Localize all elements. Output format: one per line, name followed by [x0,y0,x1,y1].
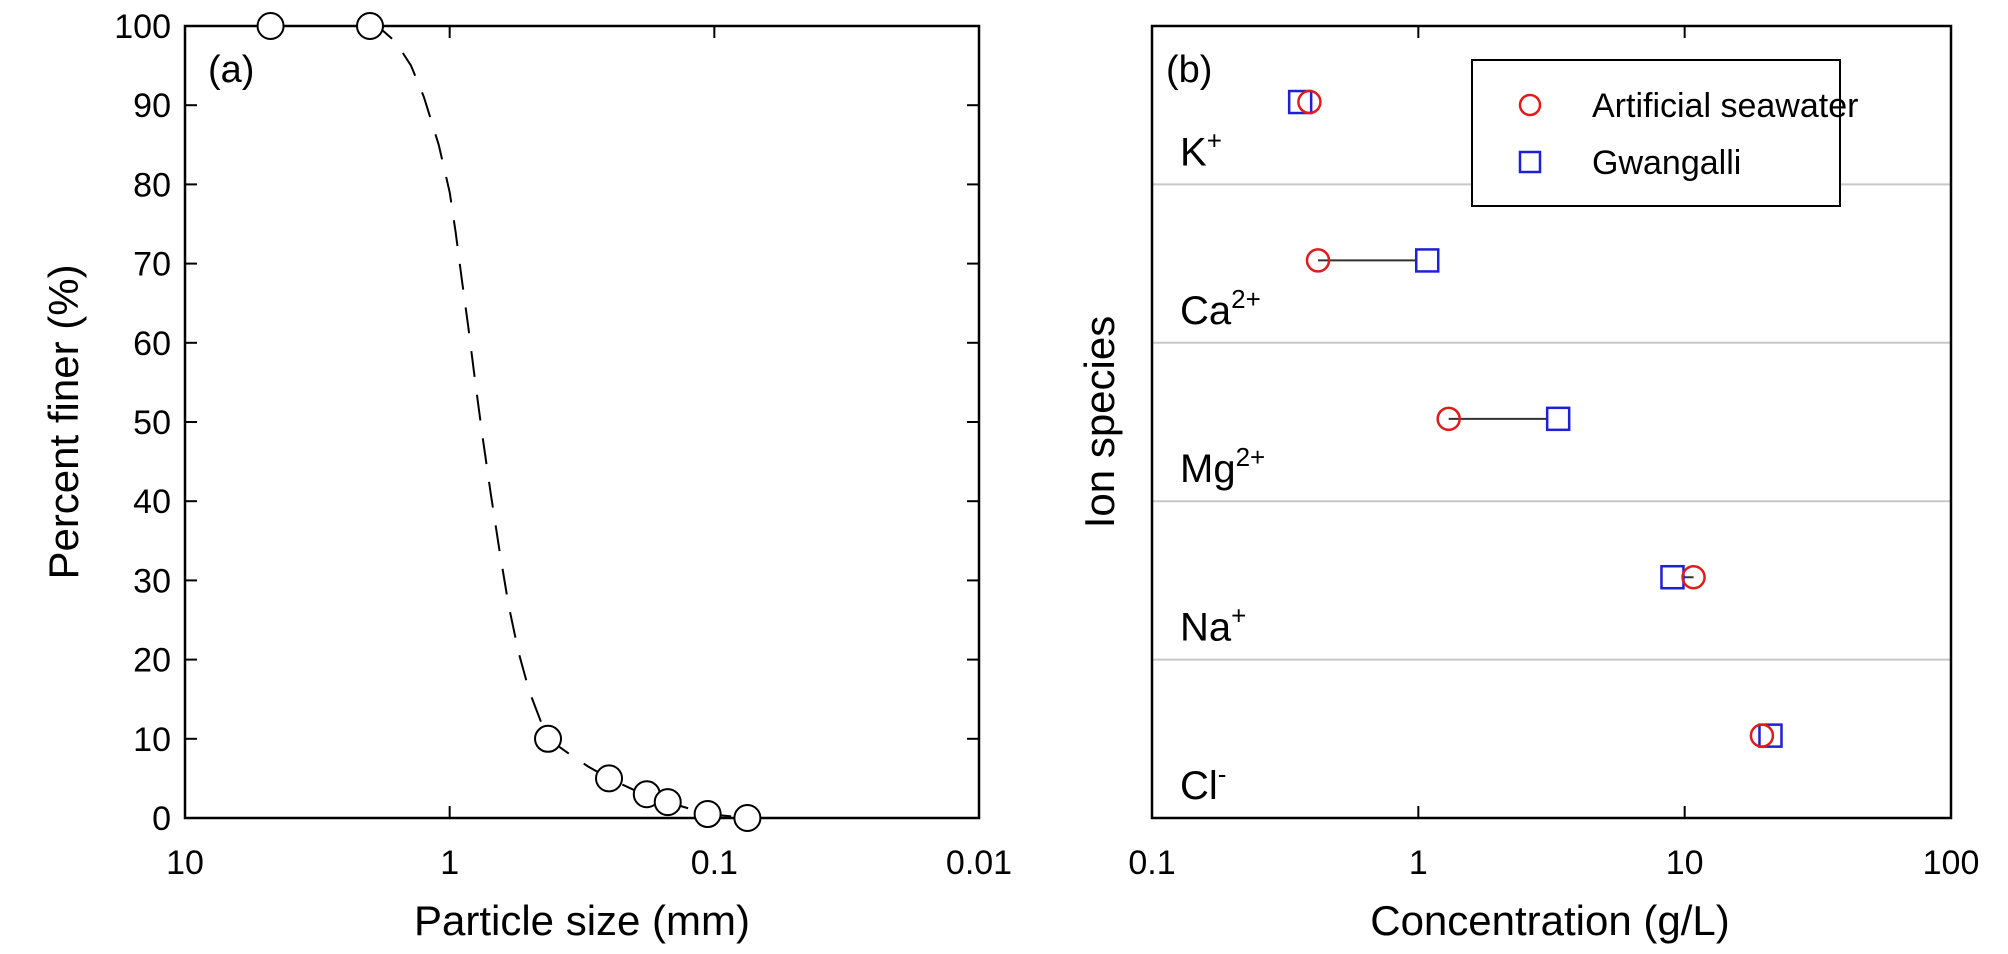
data-points-a [256,12,762,832]
data-point-a [733,804,762,832]
fit-curve [369,25,748,819]
y-tick-label-a: 20 [133,642,171,680]
x-tick-label-a: 1 [440,844,459,882]
ion-base: Cl [1180,764,1218,808]
gwangalli-marker [1660,564,1685,590]
data-point-a [256,12,285,40]
legend-box [1471,59,1841,207]
x-tick-label-b: 10 [1666,844,1704,882]
data-point-a [595,764,624,793]
x-tick-label-b: 100 [1923,844,1980,882]
ion-base: Mg [1180,447,1236,491]
y-tick-label-a: 70 [133,246,171,284]
legend: Artificial seawater Gwangalli [1471,59,1858,207]
x-tick-label-a: 10 [166,844,204,882]
ion-label: Ca2+ [1180,284,1261,333]
y-tick-label-a: 0 [152,800,171,838]
ion-charge: + [1207,125,1222,155]
artificial-seawater-marker [1749,723,1775,748]
ion-charge: 2+ [1236,442,1266,472]
y-tick-label-a: 40 [133,483,171,521]
x-axis-title-b: Concentration (g/L) [1370,897,1730,944]
y-category-labels: K+Ca2+Mg2+Na+Cl- [1180,125,1265,808]
y-tick-label-a: 80 [133,166,171,204]
panel-label-b: (b) [1166,49,1212,91]
x-axis-a: 10 1 0.1 0.01 [166,26,1012,882]
y-tick-label-a: 90 [133,87,171,125]
ion-label: K+ [1180,125,1222,174]
x-tick-label-a: 0.01 [946,844,1012,882]
data-point-a [653,788,682,817]
data-points-b [1287,89,1783,748]
y-axis-a: 0 10 20 30 40 50 60 70 80 90 100 [114,8,979,838]
gwangalli-marker [1287,89,1313,115]
artificial-seawater-marker [1297,89,1322,115]
legend-circle-marker [1518,93,1542,117]
x-axis-b: 0.1 1 10 100 [1128,26,1979,882]
artificial-seawater-marker [1436,406,1461,432]
y-tick-label-a: 10 [133,721,171,759]
gwangalli-marker [1414,248,1440,273]
panel-label-a: (a) [208,49,254,91]
legend-square-marker [1518,150,1542,174]
x-axis-title-a: Particle size (mm) [414,897,750,944]
y-tick-label-a: 30 [133,562,171,600]
y-tick-label-a: 100 [114,8,171,46]
y-tick-label-a: 50 [133,404,171,442]
legend-label-gwangalli: Gwangalli [1592,144,1741,182]
legend-label-artificial: Artificial seawater [1592,87,1858,125]
ion-label: Cl- [1180,759,1226,808]
y-axis-title-a: Percent finer (%) [40,264,87,579]
x-tick-label-b: 0.1 [1128,844,1175,882]
ion-base: Ca [1180,289,1232,333]
ion-base: K [1180,130,1207,174]
data-point-a [693,800,722,829]
y-axis-title-b: Ion species [1076,316,1123,528]
ion-charge: + [1231,601,1246,631]
data-point-a [534,724,563,753]
plot-frame-b [1150,24,1953,820]
grain-size-chart: (a) 0 10 20 30 40 50 60 70 80 90 100 10 1 0.1 0.01 Pa… [40,8,1012,944]
x-tick-label-a: 0.1 [691,844,738,882]
ion-base: Na [1180,606,1232,650]
data-point-a [355,12,384,40]
y-tick-label-a: 60 [133,325,171,363]
artificial-seawater-marker [1305,248,1331,273]
plot-frame-a [183,24,981,820]
ion-concentration-chart: (b) 0.1 1 10 100 K+Ca2+Mg2+Na+Cl- Artificia… [1076,24,1979,944]
artificial-seawater-marker [1681,564,1706,590]
ion-label: Na+ [1180,601,1246,650]
gwangalli-marker [1545,406,1571,432]
ion-charge: - [1218,759,1227,789]
ion-charge: 2+ [1231,284,1261,314]
x-tick-label-b: 1 [1409,844,1428,882]
ion-label: Mg2+ [1180,442,1265,491]
gwangalli-marker [1758,723,1783,748]
